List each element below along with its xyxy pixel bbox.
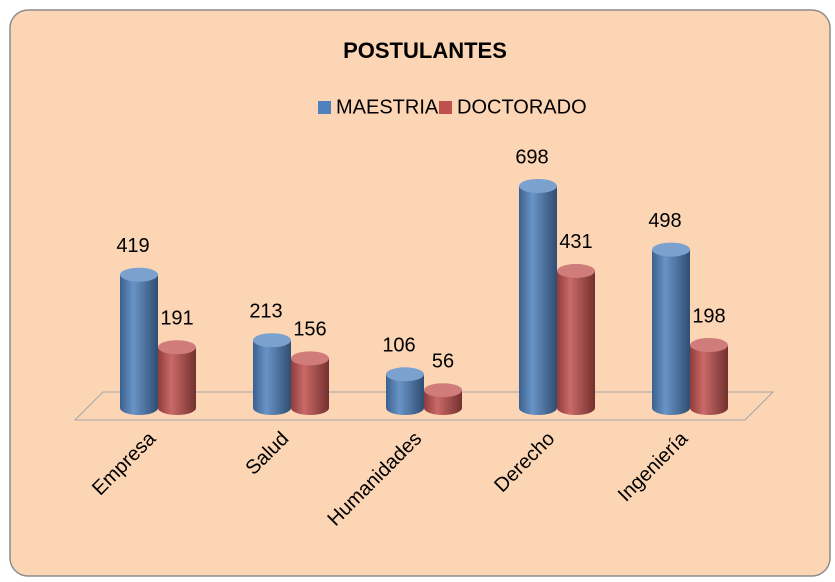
bar [652, 249, 690, 415]
data-label: 106 [382, 335, 415, 357]
bar [253, 340, 291, 415]
data-label: 698 [515, 146, 548, 168]
data-label: 156 [293, 319, 326, 341]
bar-top [158, 340, 196, 355]
bar [690, 345, 728, 415]
legend-swatch [318, 101, 331, 114]
data-label: 191 [160, 308, 193, 330]
bar [424, 390, 462, 415]
chart-title: POSTULANTES [343, 38, 507, 63]
bar [519, 186, 557, 415]
chart-background [9, 9, 831, 577]
legend-label: MAESTRIA [336, 96, 439, 118]
bar-top [690, 338, 728, 353]
legend-label: DOCTORADO [457, 96, 587, 118]
bar-top [519, 179, 557, 193]
bar-top [253, 333, 291, 348]
bar-top [424, 383, 462, 398]
bar-top [386, 367, 424, 382]
bar [291, 358, 329, 415]
data-label: 431 [559, 231, 592, 253]
legend-swatch [439, 101, 452, 114]
data-label: 498 [648, 210, 681, 232]
data-label: 56 [432, 350, 454, 372]
bar-top [291, 351, 329, 366]
bar [557, 270, 595, 415]
bar [158, 347, 196, 415]
data-label: 419 [116, 235, 149, 257]
bar-top [652, 242, 690, 257]
floor [73, 391, 775, 421]
bar-top [120, 267, 158, 282]
bar [120, 274, 158, 415]
data-label: 213 [249, 301, 282, 323]
bar [386, 374, 424, 415]
bar-top [557, 263, 595, 278]
data-label: 198 [692, 305, 725, 327]
